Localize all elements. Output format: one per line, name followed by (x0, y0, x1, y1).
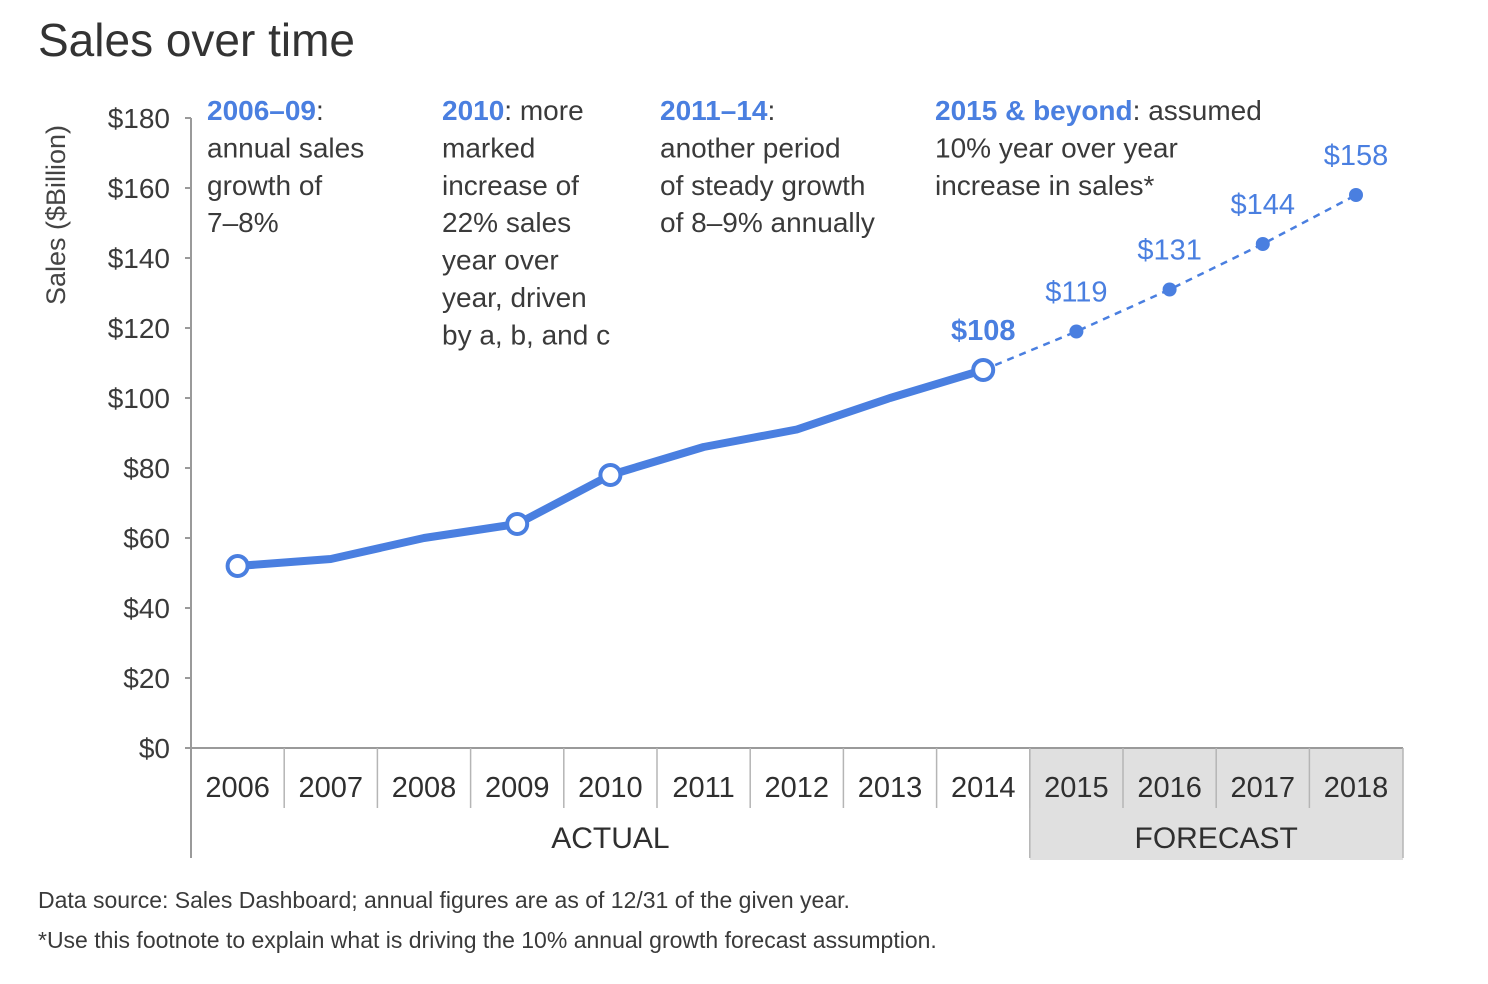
data-label: $144 (1231, 189, 1296, 221)
data-label: $108 (951, 315, 1016, 347)
forecast-line (982, 193, 1357, 372)
annotation-heading: 2015 & beyond (935, 95, 1133, 126)
chart-title: Sales over time (38, 14, 355, 66)
data-label: $119 (1045, 277, 1107, 309)
y-tick-label: $60 (123, 523, 170, 554)
y-tick-label: $180 (108, 103, 170, 134)
highlight-point (505, 512, 530, 536)
annotation-line: of 8–9% annually (660, 207, 875, 238)
annotation-heading: 2010 (442, 95, 504, 126)
annotation-line: increase in sales* (935, 170, 1155, 201)
x-tick-label: 2018 (1324, 772, 1389, 804)
data-labels: $108 $119 $131 $144 $158 (951, 140, 1388, 347)
annotation-line: year over (442, 245, 559, 276)
x-tick-label: 2012 (765, 772, 830, 804)
annotation-line: 22% sales (442, 207, 571, 238)
annotation-line: increase of (442, 170, 579, 201)
annotation-line: : (316, 95, 324, 126)
footnote-assumption: *Use this footnote to explain what is dr… (38, 927, 937, 953)
y-tick-label: $100 (108, 383, 170, 414)
y-tick-label: $20 (123, 663, 170, 694)
y-ticks: $0 $20 $40 $60 $80 $100 $120 $140 $160 $180 (108, 103, 191, 764)
highlight-point (971, 358, 996, 382)
annotation-line: : (767, 95, 775, 126)
x-tick-label: 2008 (392, 772, 457, 804)
annotation-line: year, driven (442, 282, 587, 313)
y-tick-label: $80 (123, 453, 170, 484)
x-tick-label: 2017 (1231, 772, 1296, 804)
axes (190, 118, 1404, 858)
highlight-point (225, 554, 250, 578)
x-tick-label: 2011 (672, 772, 734, 804)
x-tick-label: 2016 (1137, 772, 1202, 804)
annotation-line: 10% year over year (935, 132, 1178, 163)
x-groups: ACTUAL FORECAST (551, 822, 1298, 855)
annotation-line: of steady growth (660, 170, 865, 201)
annotation-text: 2015 & beyond: assumed (935, 95, 1262, 126)
points (225, 188, 1363, 578)
data-label: $131 (1137, 235, 1202, 267)
annotation-line: : assumed (1133, 95, 1262, 126)
y-tick-label: $40 (123, 593, 170, 624)
footnote-source: Data source: Sales Dashboard; annual fig… (38, 887, 850, 913)
annotation-line: 7–8% (207, 207, 279, 238)
annotation-line: growth of (207, 170, 322, 201)
group-label: ACTUAL (551, 822, 669, 855)
forecast-point (1255, 237, 1270, 251)
annotation-text: 2011–14: (660, 95, 775, 126)
forecast-point (1069, 324, 1084, 339)
annotation-heading: 2006–09 (207, 95, 316, 126)
annotation-line: annual sales (207, 132, 364, 163)
annotation-text: 2006–09: (207, 95, 324, 126)
annotation-line: marked (442, 132, 535, 163)
x-tick-label: 2014 (951, 772, 1016, 804)
x-tick-label: 2009 (485, 772, 550, 804)
y-tick-label: $140 (108, 243, 170, 274)
x-tick-label: 2006 (205, 772, 270, 804)
x-tick-label: 2015 (1044, 772, 1109, 804)
forecast-point (1349, 188, 1363, 202)
y-tick-label: $120 (108, 313, 170, 344)
y-tick-label: $160 (108, 173, 170, 204)
annotation-line: by a, b, and c (442, 319, 610, 350)
annotation-text: 2010: more (442, 95, 584, 126)
forecast-point (1162, 282, 1177, 297)
x-tick-label: 2013 (858, 772, 923, 804)
x-tick-label: 2007 (299, 772, 364, 804)
annotation-heading: 2011–14 (660, 95, 768, 126)
data-label: $158 (1324, 140, 1389, 172)
annotation-line: : more (504, 95, 583, 126)
y-axis-label: Sales ($Billion) (41, 125, 71, 305)
x-ticks: 2006 2007 2008 2009 2010 2011 2012 2013 2014 2015… (205, 772, 1388, 804)
annotation-line: another period (660, 132, 841, 163)
x-tick-label: 2010 (578, 772, 643, 804)
highlight-point (598, 463, 623, 487)
y-tick-label: $0 (139, 733, 170, 764)
group-label: FORECAST (1135, 822, 1298, 855)
